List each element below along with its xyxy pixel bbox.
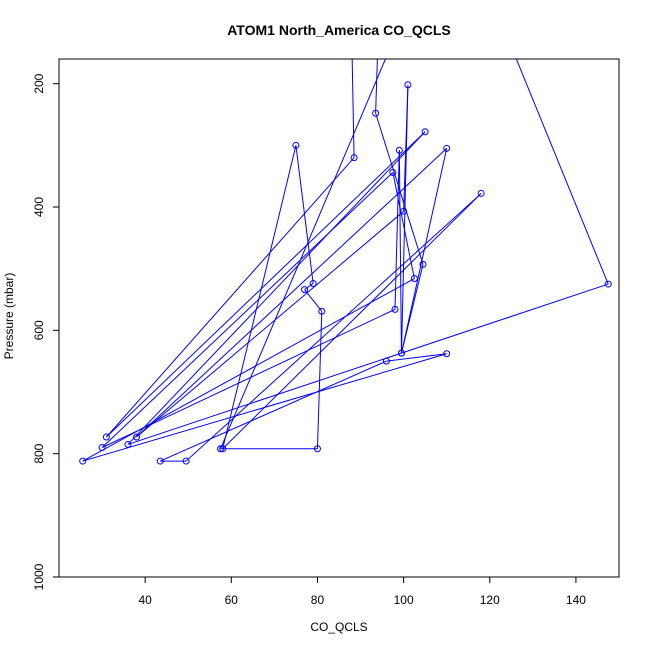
series-line-segment: [222, 145, 297, 449]
series-line-segment: [351, 59, 355, 158]
chart-title: ATOM1 North_America CO_QCLS: [227, 22, 451, 38]
data-point: [309, 279, 317, 287]
data-point: [410, 275, 418, 283]
series-line-segment: [304, 283, 314, 291]
series-line-segment: [295, 145, 314, 284]
data-point: [182, 457, 190, 465]
y-tick-label: 1000: [32, 563, 46, 590]
series-line-segment: [160, 360, 387, 462]
data-point: [419, 260, 427, 268]
data-point: [98, 444, 106, 451]
data-point: [421, 128, 429, 136]
x-axis-label: CO_QCLS: [310, 620, 367, 634]
plot-frame: [58, 58, 620, 578]
data-point: [292, 141, 300, 149]
data-point: [477, 189, 485, 197]
series-line-segment: [316, 311, 323, 449]
data-point: [443, 350, 451, 358]
data-point: [217, 445, 225, 453]
series-line-segment: [127, 131, 426, 445]
series-line-segment: [222, 193, 482, 450]
x-tick-label: 100: [394, 593, 414, 607]
data-point: [372, 109, 380, 117]
data-point: [389, 168, 397, 176]
series-line-segment: [136, 210, 404, 438]
series-line-segment: [386, 353, 447, 362]
data-point: [395, 146, 403, 154]
data-point: [133, 433, 141, 441]
series-line-segment: [101, 172, 394, 448]
series-line-segment: [398, 150, 402, 354]
data-point: [382, 357, 390, 365]
y-tick-label: 400: [32, 197, 46, 217]
data-point: [404, 81, 412, 89]
series-line-segment: [403, 84, 409, 212]
y-axis-label: Pressure (mbar): [2, 273, 16, 360]
data-point: [219, 445, 227, 453]
data-point: [79, 457, 87, 465]
data-point: [350, 154, 358, 162]
series-line-segment: [136, 148, 448, 438]
series-line-segment: [515, 59, 609, 285]
series-line-segment: [101, 308, 396, 448]
data-point: [301, 286, 309, 294]
series-line-segment: [185, 193, 482, 462]
series-line-segment: [400, 148, 448, 354]
x-tick-label: 40: [138, 593, 152, 607]
data-point: [102, 433, 110, 441]
series-line-segment: [304, 289, 323, 312]
series-line-segment: [392, 172, 415, 279]
x-tick-label: 60: [225, 593, 239, 607]
series-line-segment: [220, 59, 387, 449]
data-point: [318, 307, 326, 315]
x-tick-label: 140: [566, 593, 586, 607]
data-point: [604, 280, 612, 288]
y-tick-label: 600: [32, 320, 46, 340]
plot-area: [79, 59, 612, 465]
data-point: [443, 144, 451, 152]
data-point: [313, 445, 321, 453]
series-line-segment: [82, 278, 415, 462]
y-tick-label: 200: [32, 73, 46, 93]
series-line-segment: [106, 157, 355, 438]
x-axis: 40 60 80 100 120 140: [138, 576, 586, 607]
y-axis: 200 400 600 800 1000: [32, 73, 60, 590]
series-line-segment: [394, 150, 400, 310]
x-tick-label: 80: [311, 593, 325, 607]
data-point: [391, 305, 399, 313]
series-line-segment: [106, 131, 426, 438]
y-tick-label: 800: [32, 443, 46, 463]
x-tick-label: 120: [480, 593, 500, 607]
data-point: [397, 349, 405, 357]
series-line-segment: [127, 283, 609, 445]
data-point: [124, 440, 132, 448]
data-point: [156, 457, 164, 465]
data-point: [400, 207, 408, 215]
